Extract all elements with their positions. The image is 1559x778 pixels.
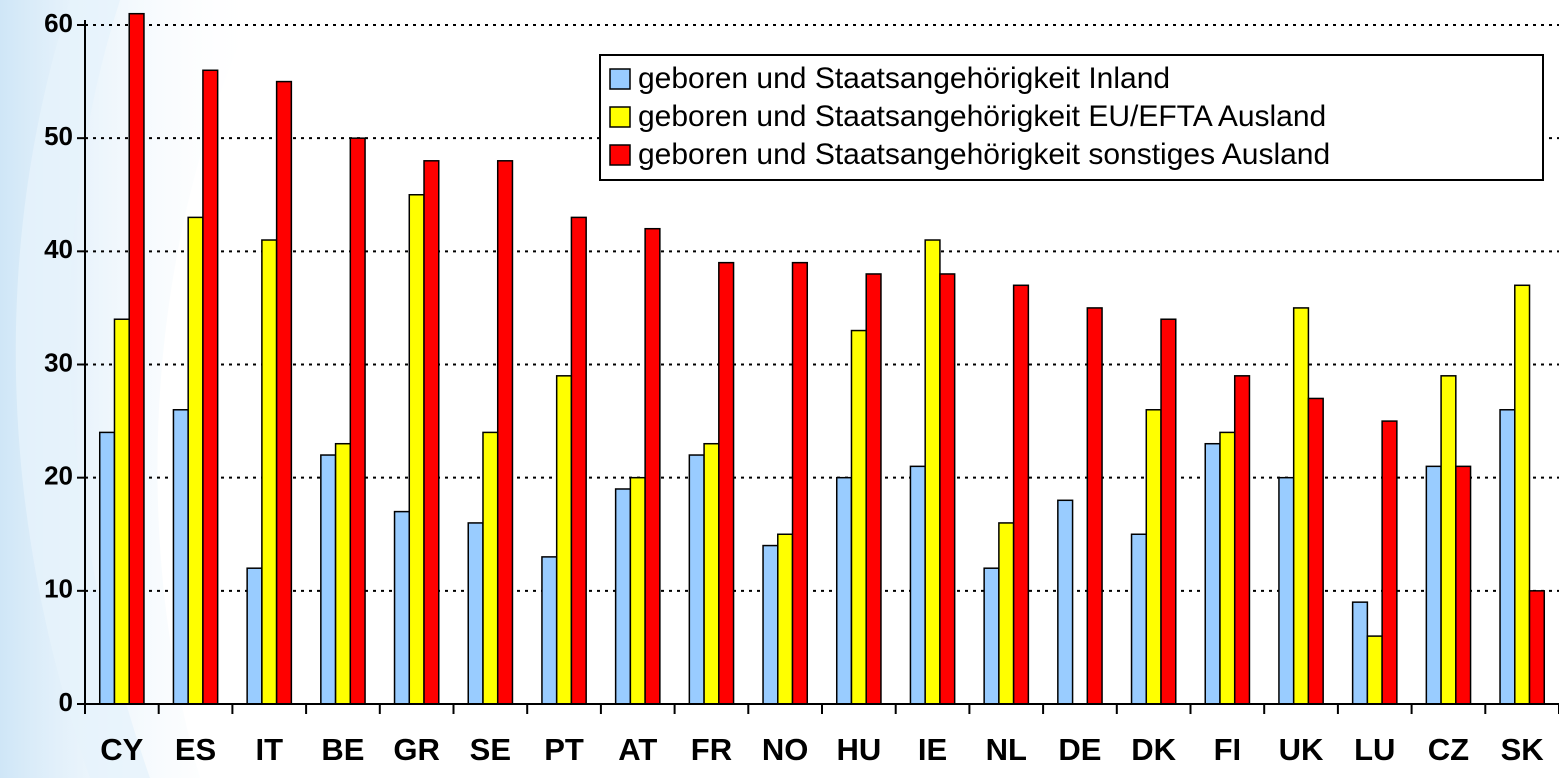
bar <box>629 476 646 705</box>
legend-box <box>599 54 1544 181</box>
x-tick-label: NO <box>762 732 809 767</box>
bar <box>570 216 587 705</box>
x-tick-label: UK <box>1279 732 1324 767</box>
x-tick-label: GR <box>393 732 440 767</box>
bar <box>275 80 293 705</box>
x-tick-label: CZ <box>1428 732 1469 767</box>
bar <box>835 476 853 705</box>
bar <box>128 12 145 705</box>
bar <box>1528 590 1546 705</box>
bar <box>1381 420 1398 705</box>
x-tick-label: FR <box>691 732 732 767</box>
legend-swatch <box>609 68 631 90</box>
x-tick-label: IE <box>918 732 947 767</box>
bar <box>1440 375 1457 705</box>
bar <box>467 522 484 705</box>
bar <box>393 510 411 705</box>
bar <box>246 567 263 705</box>
y-tick-label: 40 <box>44 234 73 264</box>
legend-swatch <box>609 144 631 166</box>
bar <box>1160 318 1177 705</box>
bar <box>1514 284 1531 705</box>
bar <box>924 239 941 705</box>
x-tick-label: DE <box>1058 732 1101 767</box>
bar <box>614 488 632 705</box>
x-tick-label: DK <box>1131 732 1176 767</box>
bar <box>983 567 1000 705</box>
bar <box>496 160 514 705</box>
bar <box>1204 442 1221 705</box>
bar <box>1233 375 1251 705</box>
y-tick-label: 30 <box>44 347 73 377</box>
bar <box>850 329 867 705</box>
bar <box>408 194 425 705</box>
bar <box>1425 465 1442 705</box>
bar <box>998 522 1015 705</box>
bar <box>187 216 204 705</box>
bar <box>1219 431 1236 705</box>
bar <box>644 227 661 705</box>
x-tick-label: SE <box>470 732 511 767</box>
x-tick-label: NL <box>986 732 1027 767</box>
x-tick-label: LU <box>1354 732 1395 767</box>
bar <box>909 465 926 705</box>
x-tick-label: HU <box>836 732 881 767</box>
y-tick-label: 20 <box>44 461 73 491</box>
bar <box>1130 533 1148 705</box>
bar <box>703 442 720 705</box>
bar <box>113 318 130 705</box>
bar <box>1307 397 1324 705</box>
x-tick-label: IT <box>255 732 283 767</box>
bar <box>334 442 352 705</box>
bar <box>1455 465 1472 705</box>
bar <box>98 431 116 705</box>
y-tick-label: 10 <box>44 574 73 604</box>
bar <box>320 454 337 705</box>
bar <box>1499 409 1516 705</box>
bar <box>1366 635 1383 705</box>
bar <box>261 239 278 705</box>
x-tick-label: CY <box>100 732 143 767</box>
y-tick-label: 0 <box>59 687 73 717</box>
x-tick-label: PT <box>544 732 584 767</box>
bar <box>777 533 794 705</box>
bar <box>1086 307 1103 705</box>
bar <box>482 431 499 705</box>
bar <box>555 375 573 705</box>
bar <box>939 273 956 705</box>
x-tick-label: SK <box>1501 732 1545 767</box>
bar <box>688 454 705 705</box>
bar <box>1145 409 1162 705</box>
y-tick-label: 60 <box>44 8 73 38</box>
bar <box>791 261 809 705</box>
bar <box>202 69 219 705</box>
bar <box>172 409 189 705</box>
bar <box>1292 307 1310 705</box>
legend-label: geboren und Staatsangehörigkeit Inland <box>638 62 1170 95</box>
legend-label: geboren und Staatsangehörigkeit sonstige… <box>638 138 1330 171</box>
x-tick-label: AT <box>618 732 657 767</box>
bar <box>349 137 366 705</box>
bar <box>1057 499 1074 705</box>
bar <box>1278 476 1295 705</box>
y-tick-label: 50 <box>44 121 73 151</box>
bar <box>541 556 558 705</box>
x-tick-label: FI <box>1214 732 1242 767</box>
background-swoosh <box>15 0 150 778</box>
bar <box>718 261 735 705</box>
bar <box>1351 601 1369 705</box>
legend-swatch <box>609 106 631 128</box>
x-tick-label: BE <box>321 732 364 767</box>
x-tick-label: ES <box>175 732 216 767</box>
bar <box>423 160 440 705</box>
bar <box>762 544 779 705</box>
legend-label: geboren und Staatsangehörigkeit EU/EFTA … <box>638 100 1326 133</box>
bar <box>865 273 882 705</box>
bar <box>1012 284 1030 705</box>
